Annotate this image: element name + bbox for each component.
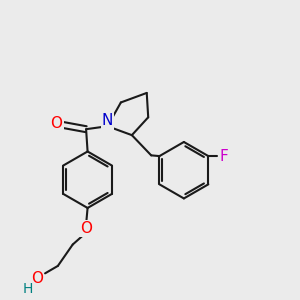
Text: H: H [23,282,33,296]
Text: O: O [31,271,43,286]
Text: N: N [102,113,113,128]
Text: F: F [219,148,228,164]
Text: O: O [50,116,62,131]
Text: O: O [80,221,92,236]
